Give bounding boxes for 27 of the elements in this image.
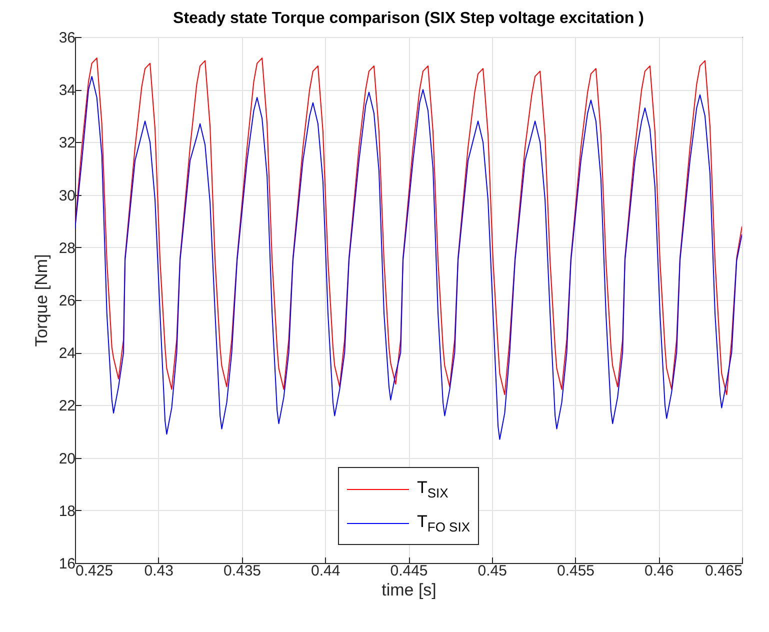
- x-tick-label: 0.425: [76, 562, 114, 580]
- legend-label: T$_{SIX}$: [417, 478, 448, 500]
- x-tick-label: 0.455: [556, 562, 595, 580]
- line-series: [75, 76, 742, 440]
- y-tick-label: 34: [58, 82, 76, 100]
- y-tick-label: 28: [58, 240, 76, 257]
- x-tick-label: 0.445: [390, 562, 428, 580]
- y-tick-label: 32: [58, 134, 76, 152]
- y-tick-label: 24: [58, 345, 76, 362]
- x-tick-label: 0.435: [223, 562, 262, 580]
- x-tick-label: 0.46: [644, 562, 674, 580]
- x-tick-label: 0.44: [311, 562, 340, 580]
- y-tick-label: 16: [58, 556, 76, 572]
- x-tick-label: 0.45: [478, 562, 507, 580]
- y-tick-label: 22: [58, 398, 76, 415]
- y-axis-title: Torque [Nm]: [32, 254, 51, 347]
- y-tick-label: 26: [58, 292, 76, 310]
- x-axis-title: time [s]: [382, 580, 436, 600]
- chart-title: Steady state Torque comparison (SIX Step voltage excitation ): [173, 10, 644, 27]
- x-tick-label: 0.43: [144, 562, 174, 580]
- y-tick-label: 20: [58, 450, 76, 468]
- x-tick-label: 0.465: [704, 562, 742, 580]
- legend-label: T$_{FO SIX}$: [417, 512, 470, 534]
- y-tick-label: 36: [58, 30, 76, 46]
- line-series: [75, 58, 742, 396]
- y-tick-label: 30: [58, 187, 76, 204]
- y-tick-label: 18: [58, 502, 76, 520]
